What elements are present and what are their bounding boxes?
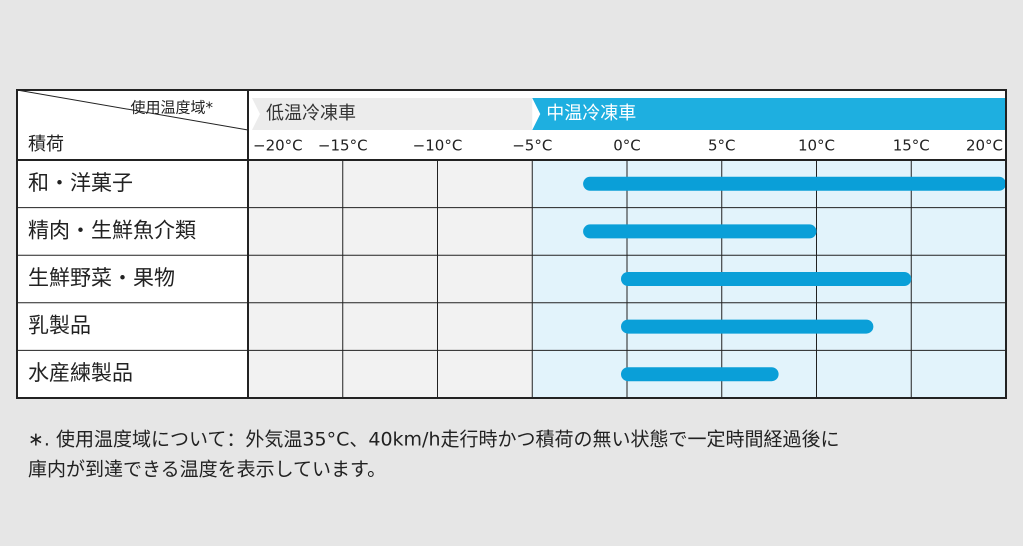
x-tick-label: −10°C	[413, 137, 463, 155]
x-tick-label: −20°C	[253, 137, 303, 155]
footnote: ∗. 使用温度域について：外気温35°C、40km/h走行時かつ積荷の無い状態で…	[28, 429, 840, 451]
x-tick-label: 10°C	[798, 137, 835, 155]
range-bar	[583, 176, 1006, 191]
zone-band	[248, 160, 533, 398]
x-tick-label: 0°C	[613, 137, 641, 155]
footnote: 庫内が到達できる温度を表示しています。	[28, 459, 386, 481]
category-label: 乳製品	[28, 314, 91, 338]
table-border	[16, 89, 1007, 399]
header-left: 積荷	[28, 134, 64, 155]
category-label: 和・洋菓子	[28, 171, 133, 195]
x-tick-label: −5°C	[512, 137, 552, 155]
x-tick-label: 20°C	[966, 137, 1003, 155]
zone-ribbon	[532, 98, 1006, 130]
category-label: 精肉・生鮮魚介類	[28, 218, 196, 242]
x-tick-label: −15°C	[318, 137, 368, 155]
zone-label: 中温冷凍車	[546, 103, 636, 124]
diagonal	[16, 89, 249, 131]
x-tick-label: 5°C	[708, 137, 736, 155]
zone-label: 低温冷凍車	[266, 103, 356, 124]
zone-ribbon	[252, 98, 533, 130]
x-tick-label: 15°C	[893, 137, 930, 155]
range-bar	[583, 224, 817, 239]
range-bar	[621, 319, 874, 334]
category-label: 水産練製品	[28, 361, 133, 385]
header-top: 使用温度域*	[130, 99, 213, 117]
range-bar	[621, 367, 779, 382]
category-label: 生鮮野菜・果物	[28, 266, 175, 290]
range-bar	[621, 272, 912, 286]
